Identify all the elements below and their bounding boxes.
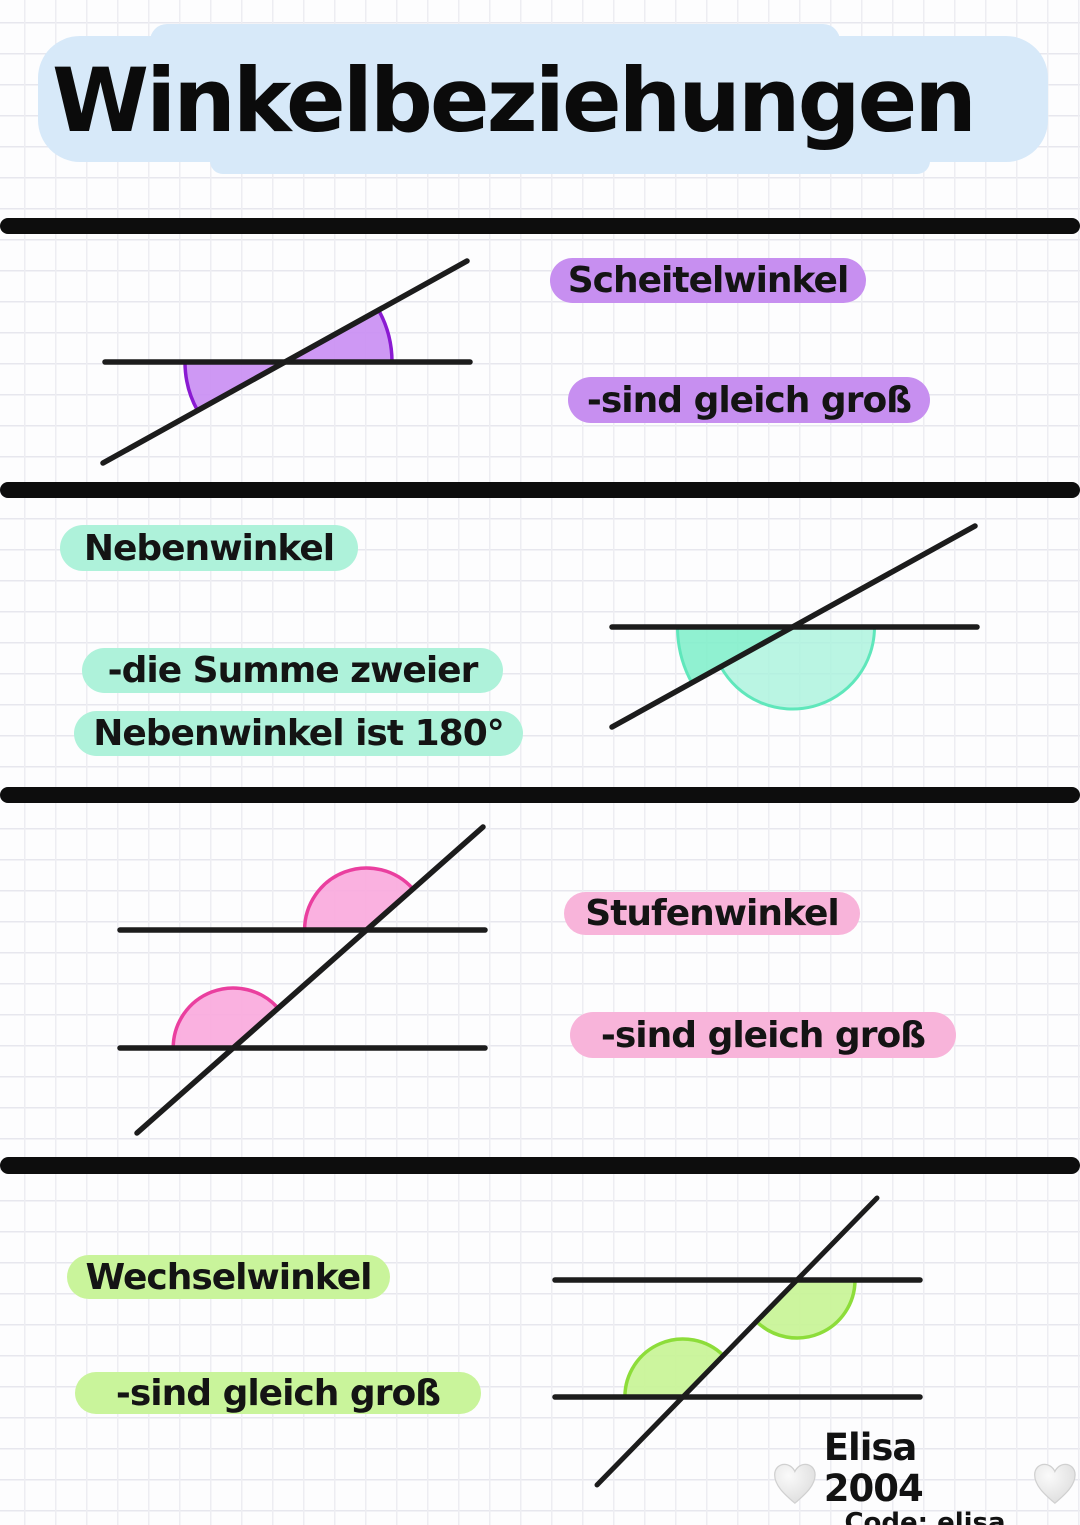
shaded-angle — [173, 987, 279, 1048]
note-nebenwinkel-line1: -die Summe zweier — [82, 648, 503, 693]
white-heart-icon — [774, 1463, 816, 1505]
angle-arc — [183, 361, 200, 412]
transversal-line — [594, 1195, 880, 1488]
nebenwinkel-diagram — [609, 523, 980, 730]
transversal-line — [100, 258, 470, 466]
title-highlight — [38, 36, 1048, 162]
section-divider — [0, 787, 1080, 803]
scheitelwinkel-diagram — [100, 258, 473, 466]
angle-arc — [302, 866, 415, 931]
angle-arc — [377, 309, 394, 363]
note-scheitelwinkel: -sind gleich groß — [568, 377, 930, 423]
signature: Elisa 2004 Code: elisa — [770, 1426, 1080, 1525]
signature-text: Elisa 2004 Code: elisa — [823, 1426, 1027, 1525]
wechselwinkel-diagram — [552, 1195, 923, 1488]
note-stufenwinkel: -sind gleich groß — [570, 1012, 956, 1058]
note-wechselwinkel: -sind gleich groß — [75, 1372, 481, 1414]
heart-shape — [774, 1463, 816, 1505]
author-name: Elisa 2004 — [823, 1426, 924, 1510]
label-wechselwinkel: Wechselwinkel — [67, 1255, 390, 1299]
label-stufenwinkel: Stufenwinkel — [564, 892, 860, 935]
angle-arc — [719, 626, 876, 711]
shaded-angle — [304, 868, 413, 930]
transversal-line — [134, 824, 486, 1136]
shaded-angle — [624, 1339, 724, 1397]
angle-arc — [675, 626, 694, 684]
section-divider — [0, 218, 1080, 234]
angle-arc — [755, 1279, 857, 1340]
stufenwinkel-diagram — [117, 824, 488, 1136]
section-divider — [0, 1157, 1080, 1174]
angle-arc — [623, 1337, 725, 1398]
label-nebenwinkel: Nebenwinkel — [60, 525, 358, 571]
transversal-line — [609, 523, 978, 730]
white-heart-icon — [1034, 1463, 1076, 1505]
shaded-angle — [756, 1280, 855, 1338]
page-title: Winkelbeziehungen — [52, 48, 977, 152]
heart-shape — [1034, 1463, 1076, 1505]
note-nebenwinkel-line2: Nebenwinkel ist 180° — [74, 711, 523, 756]
angle-arc — [171, 986, 280, 1049]
author-code: Code: elisa — [844, 1508, 1006, 1525]
section-divider — [0, 482, 1080, 498]
label-scheitelwinkel: Scheitelwinkel — [550, 258, 866, 303]
